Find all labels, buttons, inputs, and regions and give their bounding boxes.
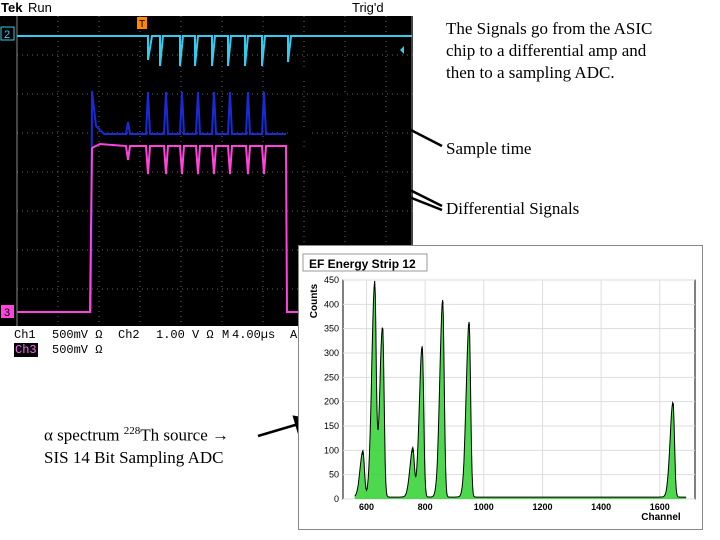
differential-signals-label: Differential Signals [446,199,580,218]
ch2-ground-marker [0,26,15,41]
ch3-waveform [17,142,412,313]
plot-area [342,279,696,500]
spectrum-word: spectrum [52,425,124,445]
ch3-marker-label: 3 [4,307,10,319]
scope-trigger-state: Trig'd [352,0,384,15]
caption-arrow-icon: → [207,425,230,445]
trigger-source-label: A [290,328,298,342]
y-tick-label: 200 [324,397,339,407]
isotope-mass-number: 228 [123,425,141,437]
sample-time-label: Sample time [446,139,532,158]
x-tick-label: 1400 [591,502,611,512]
ch1-scale: 500mV Ω [52,328,103,342]
energy-spectrum-panel: EF Energy Strip 12 Counts Channel 0 50 100… [298,245,703,530]
ch1-waveform [90,90,286,312]
time-scale: 4.00µs [232,328,276,342]
description-line-2: chip to a differential amp and [446,41,647,60]
trigger-position-marker [137,17,147,29]
time-label: M [222,328,230,342]
y-axis-label: Counts [309,283,320,318]
x-tick-label: 600 [359,502,374,512]
signal-path-description: The Signals go from the ASIC chip to a d… [446,18,652,84]
scope-status-bar: Tek Run Trig'd [0,0,413,16]
energy-spectrum-chart: EF Energy Strip 12 Counts Channel 0 50 100… [302,253,696,523]
description-line-3: then to a sampling ADC. [446,63,615,82]
x-tick-label: 800 [418,502,433,512]
ch2-waveform [17,35,412,67]
spectrum-line [354,280,687,498]
scope-run-state: Run [28,0,52,15]
alpha-symbol: α [44,425,53,445]
y-tick-label: 0 [334,494,339,504]
chart-title-box [302,253,428,272]
isotope-source: Th source [140,425,208,445]
y-tick-label: 300 [324,348,339,358]
y-tick-label: 350 [324,324,339,334]
chart-title: EF Energy Strip 12 [309,257,416,271]
y-tick-label: 250 [324,372,339,382]
y-tick-label: 400 [324,299,339,309]
x-tick-label: 1600 [650,502,670,512]
ch2-scale: 1.00 V Ω [156,328,214,342]
trigger-marker-label: T [139,19,145,30]
x-axis-label: Channel [641,512,681,523]
x-tick-label: 1000 [474,502,494,512]
y-tick-label: 150 [324,421,339,431]
ch3-scale: 500mV Ω [52,343,103,357]
spectrum-caption: α spectrum 228Th source → SIS 14 Bit Sam… [44,420,229,469]
ch3-ground-marker [1,305,14,318]
description-line-1: The Signals go from the ASIC [446,19,653,38]
x-tick-label: 1200 [532,502,552,512]
spectrum-caption-line-1: α spectrum 228Th source → [44,420,229,447]
ch2-marker-label: 2 [4,29,10,41]
ch3-label: Ch3 [14,343,38,357]
ch1-label: Ch1 [14,328,36,342]
ch2-label: Ch2 [118,328,140,342]
y-tick-label: 50 [329,470,339,480]
scope-brand: Tek [1,0,23,15]
spectrum-fill [354,280,687,499]
y-tick-label: 450 [324,275,339,285]
y-tick-label: 100 [324,445,339,455]
adc-caption: SIS 14 Bit Sampling ADC [44,447,224,467]
ch2-offset-arrow-icon [400,46,404,54]
